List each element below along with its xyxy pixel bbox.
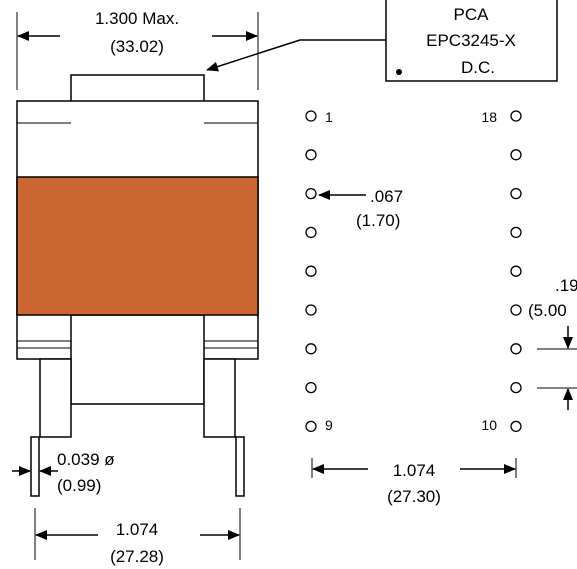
pin-label-10: 10 <box>481 417 497 433</box>
lead-dia-mm: (0.99) <box>57 476 101 495</box>
pin-hole <box>510 304 522 316</box>
pin-hole <box>510 265 522 277</box>
pin-hole <box>305 420 317 433</box>
pin-hole <box>305 265 317 277</box>
lead-left <box>30 436 40 497</box>
marking-label-box <box>385 0 558 82</box>
pin-hole <box>305 110 317 122</box>
pin-dia-mm: (1.70) <box>356 211 400 230</box>
pin-hole <box>305 304 317 316</box>
pin-hole <box>510 149 522 161</box>
width-dim-inches: 1.300 Max. <box>95 9 179 28</box>
row-span-mm: (27.30) <box>387 487 441 506</box>
pin-hole <box>510 226 522 239</box>
pin-hole <box>510 343 522 355</box>
pin-label-18: 18 <box>481 109 497 125</box>
pin-row-right <box>510 110 522 433</box>
pin-pitch-mm: (5.00 <box>528 301 567 320</box>
pin-hole <box>510 110 522 122</box>
pin-row-left <box>305 110 317 433</box>
marking-line-1: PCA <box>454 5 490 24</box>
pin-hole <box>305 187 317 200</box>
lead-right <box>235 436 245 497</box>
pin-label-1: 1 <box>325 109 333 125</box>
pin-hole <box>305 381 317 394</box>
pin-hole <box>510 420 522 433</box>
winding-band <box>16 176 259 316</box>
lead-span-mm: (27.28) <box>110 547 164 566</box>
marking-line-2: EPC3245-X <box>426 31 516 50</box>
marking-line-3: D.C. <box>461 58 495 77</box>
marking-leader-line <box>206 39 386 72</box>
pin-hole <box>305 343 317 355</box>
row-span-inches: 1.074 <box>393 461 436 480</box>
pin1-dot <box>396 69 402 75</box>
lead-dia-inches: 0.039 ø <box>57 450 115 469</box>
pin-label-9: 9 <box>325 417 333 433</box>
lead-span-inches: 1.074 <box>116 520 159 539</box>
pin-pitch-inches: .196 <box>555 276 577 295</box>
pin-hole <box>510 187 522 200</box>
pin-hole <box>305 149 317 161</box>
width-dim-mm: (33.02) <box>110 37 164 56</box>
pin-hole <box>510 381 522 394</box>
pin-dia-inches: .067 <box>370 187 403 206</box>
pin-hole <box>305 226 317 239</box>
